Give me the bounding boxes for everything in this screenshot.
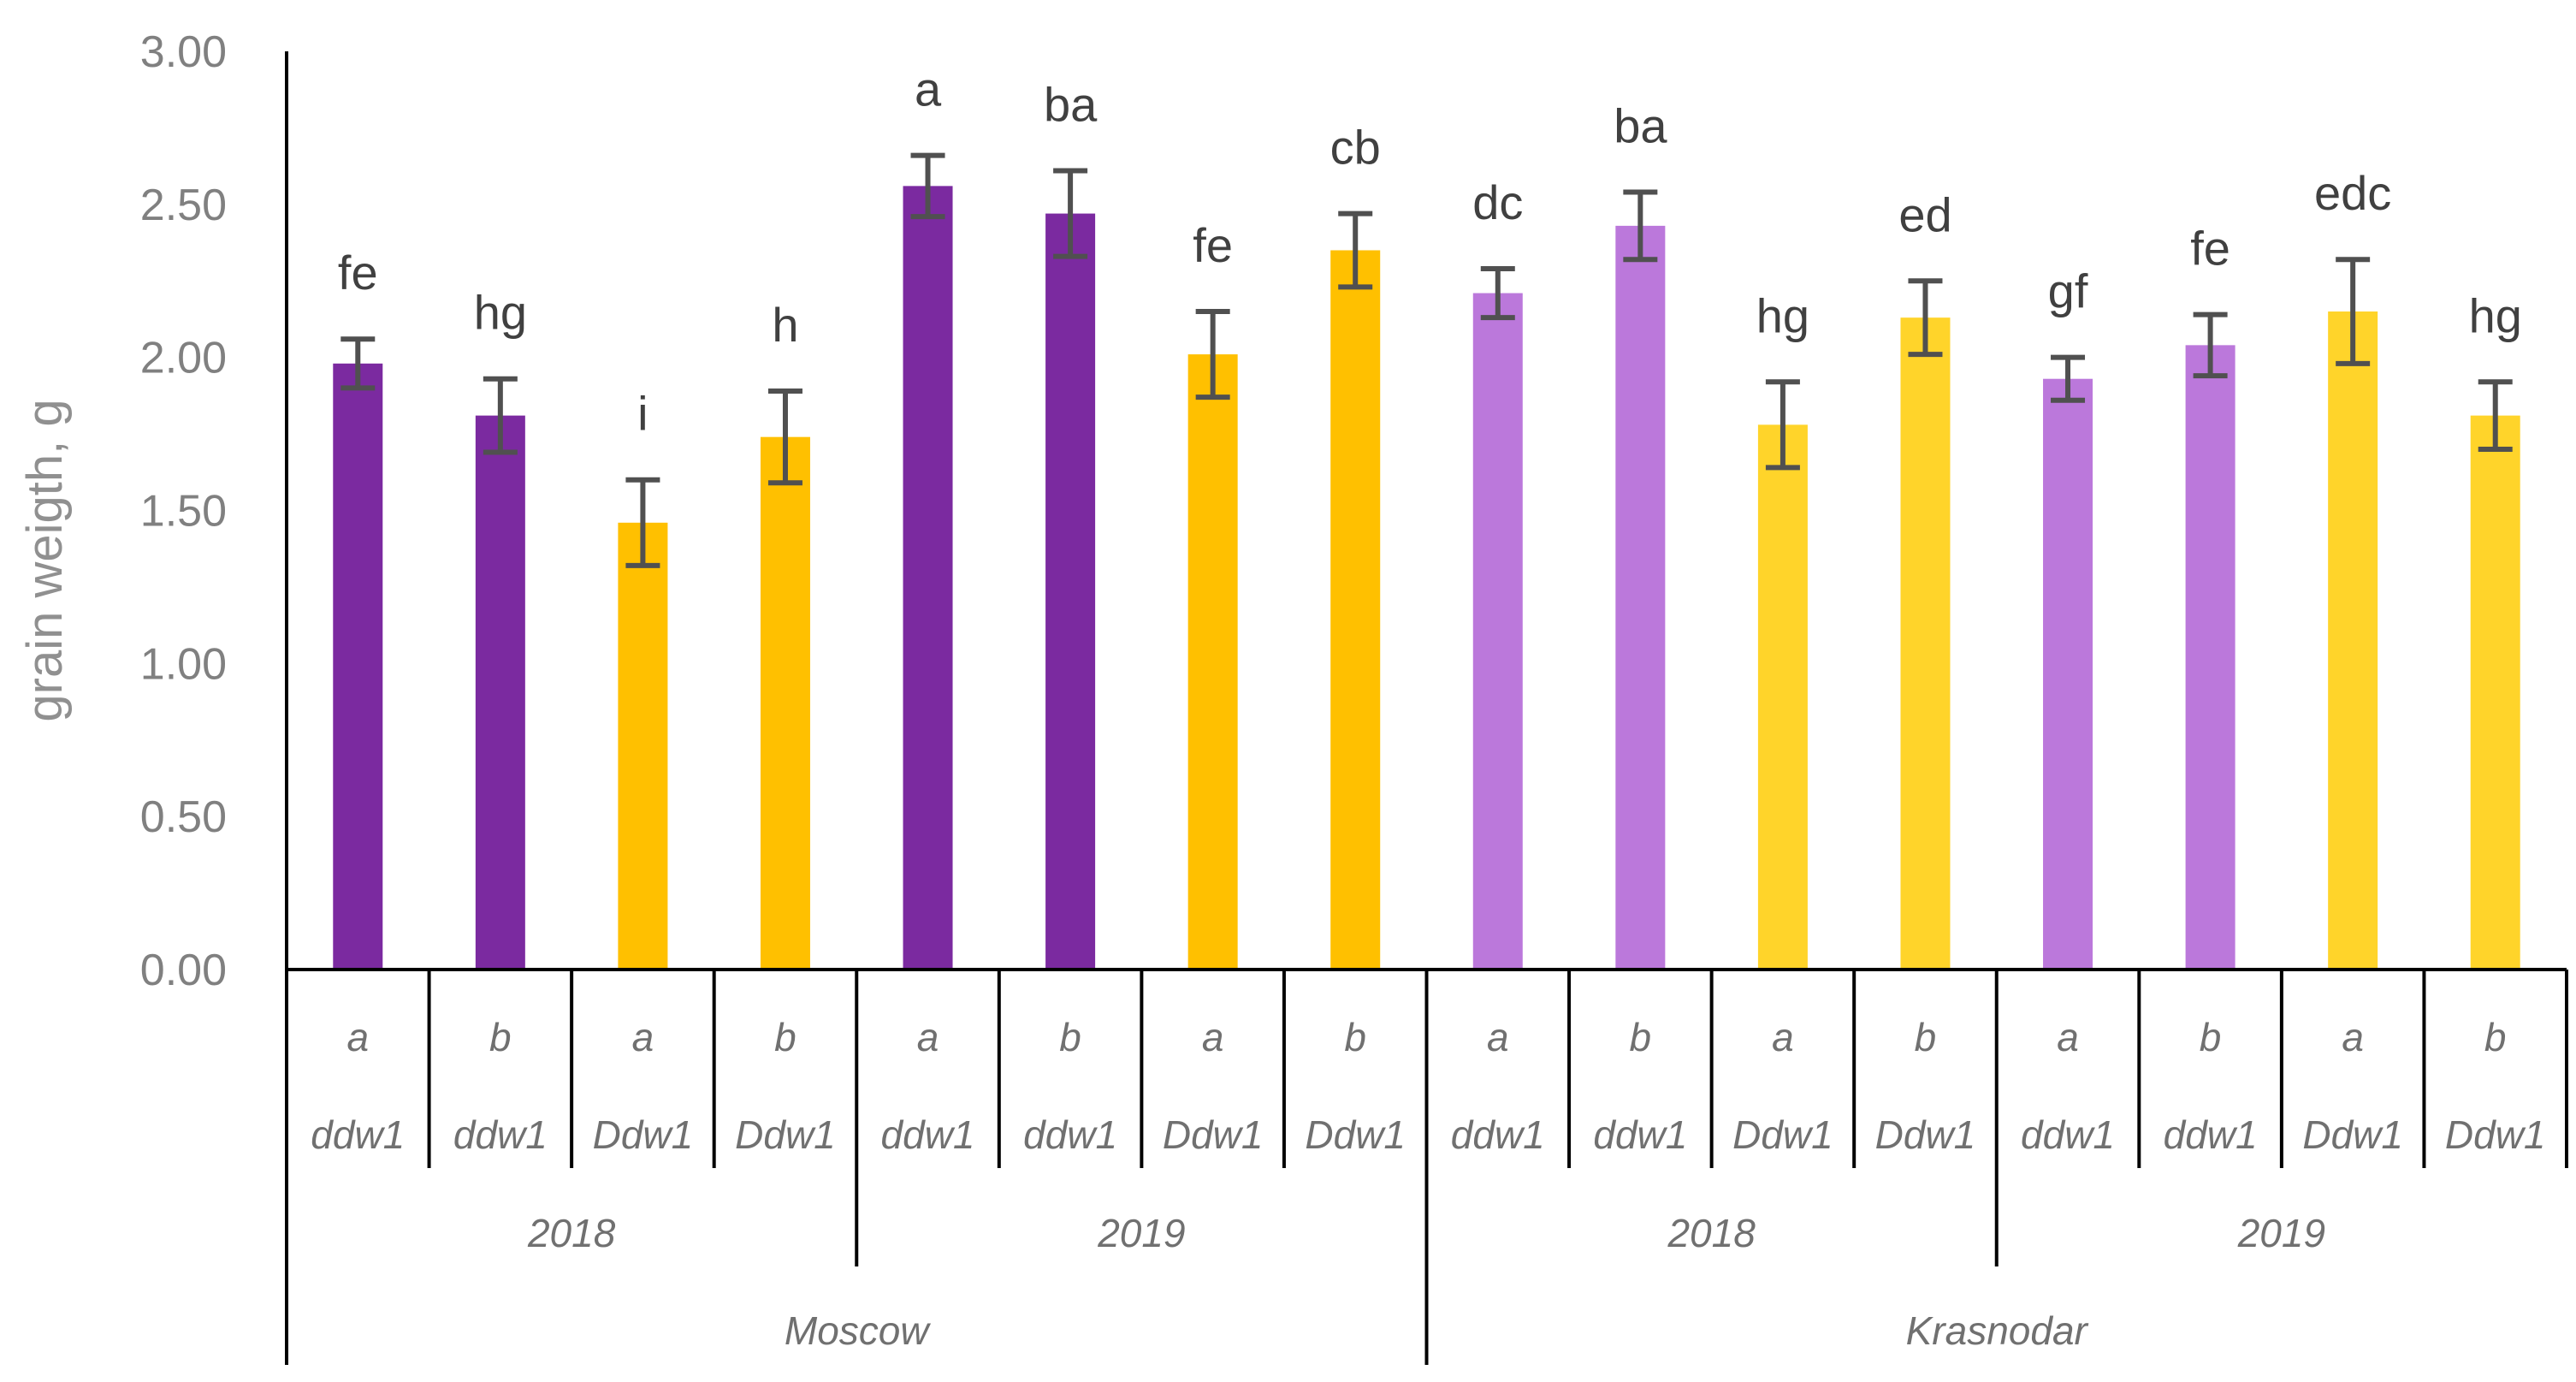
significance-label: fe [1193, 218, 1233, 272]
category-label-level2: ddw1 [2021, 1112, 2115, 1157]
category-label-level1: a [1487, 1015, 1509, 1059]
category-label-level2: Ddw1 [2445, 1112, 2546, 1157]
significance-label: gf [2048, 264, 2088, 318]
category-label-level1: a [632, 1015, 654, 1059]
category-label-level1: a [917, 1015, 939, 1059]
bar [2470, 415, 2520, 970]
category-label-level2: ddw1 [453, 1112, 548, 1157]
category-axis: a ddw1 b ddw1 a Ddw1 b Ddw1 a ddw1 b ddw1 a Ddw1 b Ddw1… [285, 968, 2568, 1365]
y-tick-label: 0.00 [140, 946, 227, 995]
y-tick-label: 3.00 [140, 27, 227, 77]
category-label-level1: b [774, 1015, 796, 1059]
significance-label: hg [2469, 288, 2522, 342]
y-tick-label: 2.00 [140, 334, 227, 383]
category-label-level2: ddw1 [1593, 1112, 1687, 1157]
significance-labels: fe hg i h a ba fe cb dc ba hg ed gf fe edc hg [338, 62, 2522, 441]
category-label-level1: b [489, 1015, 512, 1059]
significance-label: ba [1044, 77, 1098, 131]
significance-label: hg [1756, 288, 1809, 342]
category-label-level1: b [2200, 1015, 2222, 1059]
error-bars [341, 152, 2513, 568]
category-label-level2: Ddw1 [1305, 1112, 1406, 1157]
category-label-level1: a [346, 1015, 369, 1059]
category-label-level2: Ddw1 [1163, 1112, 1264, 1157]
y-axis: 0.00 0.50 1.00 1.50 2.00 2.50 3.00 [140, 27, 288, 995]
significance-label: edc [2314, 166, 2391, 220]
bar [2043, 378, 2093, 970]
category-label-level2: ddw1 [2164, 1112, 2258, 1157]
category-label-level2: ddw1 [311, 1112, 405, 1157]
category-label-level2: Ddw1 [735, 1112, 836, 1157]
y-tick-label: 2.50 [140, 181, 227, 230]
category-label-level2: ddw1 [1023, 1112, 1117, 1157]
bar [2328, 311, 2378, 970]
category-label-level1: a [1202, 1015, 1224, 1059]
significance-label: ed [1898, 187, 1951, 241]
significance-label: fe [338, 246, 378, 300]
significance-label: a [915, 62, 942, 116]
y-tick-label: 0.50 [140, 792, 227, 842]
bar [2185, 345, 2235, 970]
bar [1187, 354, 1238, 970]
bar [1330, 250, 1381, 970]
y-axis-label: grain weigth, g [17, 399, 73, 721]
category-label-level2: ddw1 [1451, 1112, 1545, 1157]
category-label-level1: a [2342, 1015, 2364, 1059]
category-label-location: Moscow [785, 1308, 931, 1353]
category-label-level2: Ddw1 [2302, 1112, 2403, 1157]
bar [475, 415, 525, 970]
bar [1757, 424, 1808, 970]
category-label-year: 2019 [2237, 1211, 2325, 1255]
bar [1900, 317, 1951, 970]
significance-label: fe [2190, 222, 2230, 276]
category-label-level1: b [1344, 1015, 1366, 1059]
category-label-level2: Ddw1 [1875, 1112, 1976, 1157]
category-label-level2: Ddw1 [593, 1112, 694, 1157]
significance-label: cb [1330, 121, 1381, 175]
y-tick-label: 1.00 [140, 639, 227, 689]
category-label-level1: b [1915, 1015, 1937, 1059]
bar [1045, 213, 1096, 970]
category-label-year: 2018 [527, 1211, 616, 1255]
significance-label: dc [1472, 175, 1523, 229]
bar [1615, 225, 1666, 970]
category-label-level2: ddw1 [881, 1112, 975, 1157]
bars [333, 186, 2520, 970]
bar [618, 522, 668, 970]
significance-label: ba [1614, 99, 1667, 153]
category-label-year: 2018 [1667, 1211, 1756, 1255]
category-label-location: Krasnodar [1906, 1308, 2089, 1353]
bar [1472, 293, 1523, 970]
bar [760, 436, 810, 970]
category-label-year: 2019 [1097, 1211, 1185, 1255]
category-label-level1: b [1059, 1015, 1081, 1059]
bar [903, 186, 953, 970]
category-label-level1: b [1630, 1015, 1652, 1059]
y-tick-label: 1.50 [140, 487, 227, 537]
significance-label: h [772, 298, 798, 352]
significance-label: hg [474, 286, 527, 340]
category-label-level2: Ddw1 [1732, 1112, 1833, 1157]
category-label-level1: a [1772, 1015, 1794, 1059]
category-label-level1: a [2057, 1015, 2079, 1059]
bar [333, 363, 383, 970]
significance-label: i [637, 387, 648, 441]
category-label-level1: b [2484, 1015, 2507, 1059]
